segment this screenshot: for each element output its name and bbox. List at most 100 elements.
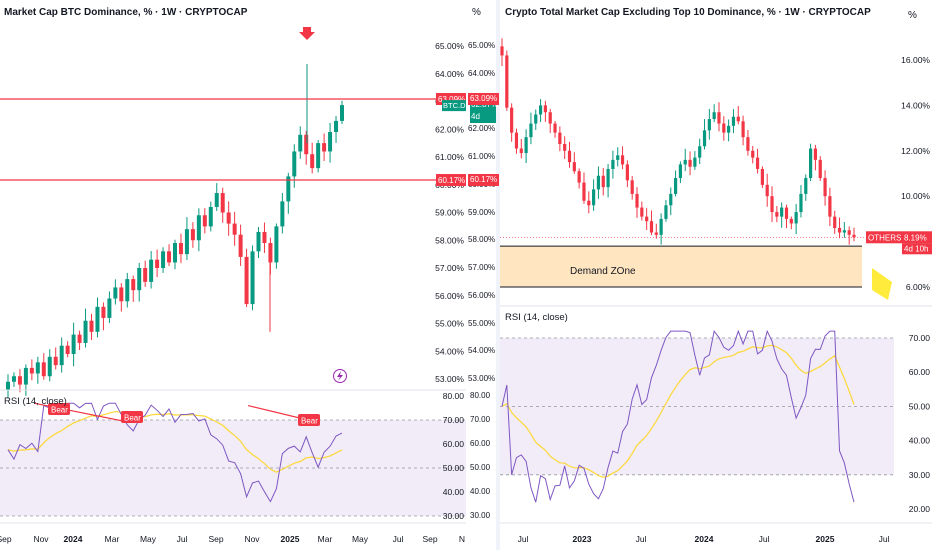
candle-body bbox=[823, 178, 827, 197]
candle-body bbox=[673, 178, 678, 194]
candle-body bbox=[755, 157, 760, 169]
candle-body bbox=[813, 148, 818, 160]
candle-body bbox=[669, 193, 673, 206]
price-tick-label: 59.00% bbox=[468, 207, 496, 217]
bear-label-bg bbox=[298, 414, 320, 426]
unit-button[interactable]: % bbox=[472, 7, 481, 18]
time-label: Jul bbox=[759, 534, 770, 544]
rsi-line bbox=[501, 329, 855, 503]
level-label-bg bbox=[436, 174, 466, 187]
bear-label: Bear bbox=[124, 414, 141, 423]
candle-body bbox=[11, 376, 16, 382]
rsi-tick-label: 80.00 bbox=[443, 391, 465, 401]
time-label: Nov bbox=[244, 534, 260, 544]
candle-body bbox=[712, 112, 716, 120]
bear-label: Bear bbox=[51, 406, 68, 415]
candle-body bbox=[65, 345, 70, 355]
time-label: Nov bbox=[33, 534, 49, 544]
price-tick-label: 6.00% bbox=[906, 282, 931, 292]
candle-body bbox=[304, 134, 309, 155]
candle-body bbox=[577, 171, 581, 183]
candle-body bbox=[322, 143, 327, 152]
price-tick-label: 61.00% bbox=[435, 152, 464, 162]
candle-body bbox=[89, 320, 94, 332]
candle-body bbox=[780, 207, 784, 217]
symbol-tag-value-bg bbox=[902, 231, 932, 244]
time-label: May bbox=[352, 534, 369, 544]
candle-body bbox=[746, 137, 750, 151]
candle-body bbox=[77, 334, 82, 343]
price-tick-label: 14.00% bbox=[901, 100, 930, 110]
candle-body bbox=[582, 182, 586, 201]
price-tick-label: 59.00% bbox=[435, 208, 464, 218]
btc-dominance-panel[interactable]: Market Cap BTC Dominance, % · 1W · CRYPT… bbox=[0, 0, 466, 550]
rsi-tick-label: 50.00 bbox=[909, 401, 931, 411]
candle-body bbox=[17, 376, 22, 385]
candle-body bbox=[119, 287, 124, 302]
candle-body bbox=[649, 221, 654, 233]
rsi-tick-label: 30.00 bbox=[443, 511, 465, 521]
btc-dominance-chart[interactable]: %65.00%64.00%63.00%62.00%61.00%60.00%59.… bbox=[0, 0, 466, 550]
candle-body bbox=[548, 112, 552, 124]
level-label: 63.09% bbox=[438, 95, 465, 104]
symbol-tag-countdown-bg bbox=[902, 243, 932, 255]
candle-body bbox=[208, 206, 213, 227]
candle-body bbox=[500, 46, 504, 56]
candle-body bbox=[741, 121, 745, 138]
candle-body bbox=[828, 196, 832, 217]
highlight-arrow-icon bbox=[872, 268, 892, 300]
candle-body bbox=[809, 148, 813, 179]
candle-body bbox=[659, 218, 663, 235]
candle-body bbox=[256, 231, 261, 252]
candle-body bbox=[645, 216, 649, 222]
candle-body bbox=[596, 175, 601, 190]
price-tick-label: 61.00% bbox=[468, 152, 496, 161]
candle-body bbox=[722, 123, 726, 133]
others-dominance-panel[interactable]: Crypto Total Market Cap Excluding Top 10… bbox=[500, 0, 932, 550]
candle-body bbox=[543, 105, 547, 113]
candle-body bbox=[238, 234, 243, 257]
chart-title: Crypto Total Market Cap Excluding Top 10… bbox=[505, 7, 871, 18]
candle-body bbox=[688, 159, 692, 167]
rsi-title: RSI (14, close) bbox=[4, 396, 67, 407]
time-label: Jul bbox=[636, 534, 647, 544]
price-tick-label: 64.00% bbox=[468, 68, 496, 78]
rsi-signal-line bbox=[7, 410, 343, 473]
down-arrow-icon bbox=[299, 27, 315, 40]
level-label: 60.17% bbox=[438, 176, 465, 185]
symbol-tag-countdown: 4d 10h bbox=[470, 111, 496, 131]
candle-body bbox=[202, 215, 207, 227]
candle-body bbox=[587, 200, 591, 206]
candle-body bbox=[683, 159, 687, 165]
candle-body bbox=[35, 362, 40, 374]
candle-body bbox=[173, 243, 177, 263]
candle-body bbox=[592, 189, 596, 206]
candle-body bbox=[789, 218, 793, 224]
panel-divider[interactable] bbox=[496, 0, 500, 550]
candle-body bbox=[698, 146, 702, 158]
candle-body bbox=[654, 232, 658, 235]
candle-body bbox=[95, 306, 100, 332]
candle-body bbox=[775, 212, 779, 217]
rsi-tick-label: 30.00 bbox=[909, 470, 931, 480]
rsi-tick-label: 30.00 bbox=[470, 511, 491, 520]
rsi-tick-label: 70.00 bbox=[909, 333, 931, 343]
rsi-band bbox=[0, 420, 466, 516]
time-label: Jul bbox=[393, 534, 404, 544]
lightning-icon bbox=[333, 369, 347, 383]
others-dominance-chart[interactable]: %65.00%64.00%63.00%62.00%61.00%60.00%59.… bbox=[500, 0, 932, 550]
candle-body bbox=[784, 207, 789, 219]
candle-body bbox=[640, 207, 644, 217]
rsi-tick-label: 50.00 bbox=[470, 463, 491, 472]
btc-price-axis[interactable]: 65.00%64.00%63.00%62.00%61.00%60.00%59.0… bbox=[468, 0, 498, 523]
candle-body bbox=[524, 137, 528, 154]
rsi-tick-label: 40.00 bbox=[909, 436, 931, 446]
candle-body bbox=[630, 180, 634, 194]
candle-body bbox=[298, 134, 303, 152]
candle-body bbox=[268, 243, 273, 263]
candle-body bbox=[678, 164, 683, 179]
candle-body bbox=[286, 176, 291, 202]
time-label: Jul bbox=[518, 534, 529, 544]
price-tick-label: 53.00% bbox=[435, 374, 464, 384]
time-label: Sep bbox=[0, 534, 12, 544]
